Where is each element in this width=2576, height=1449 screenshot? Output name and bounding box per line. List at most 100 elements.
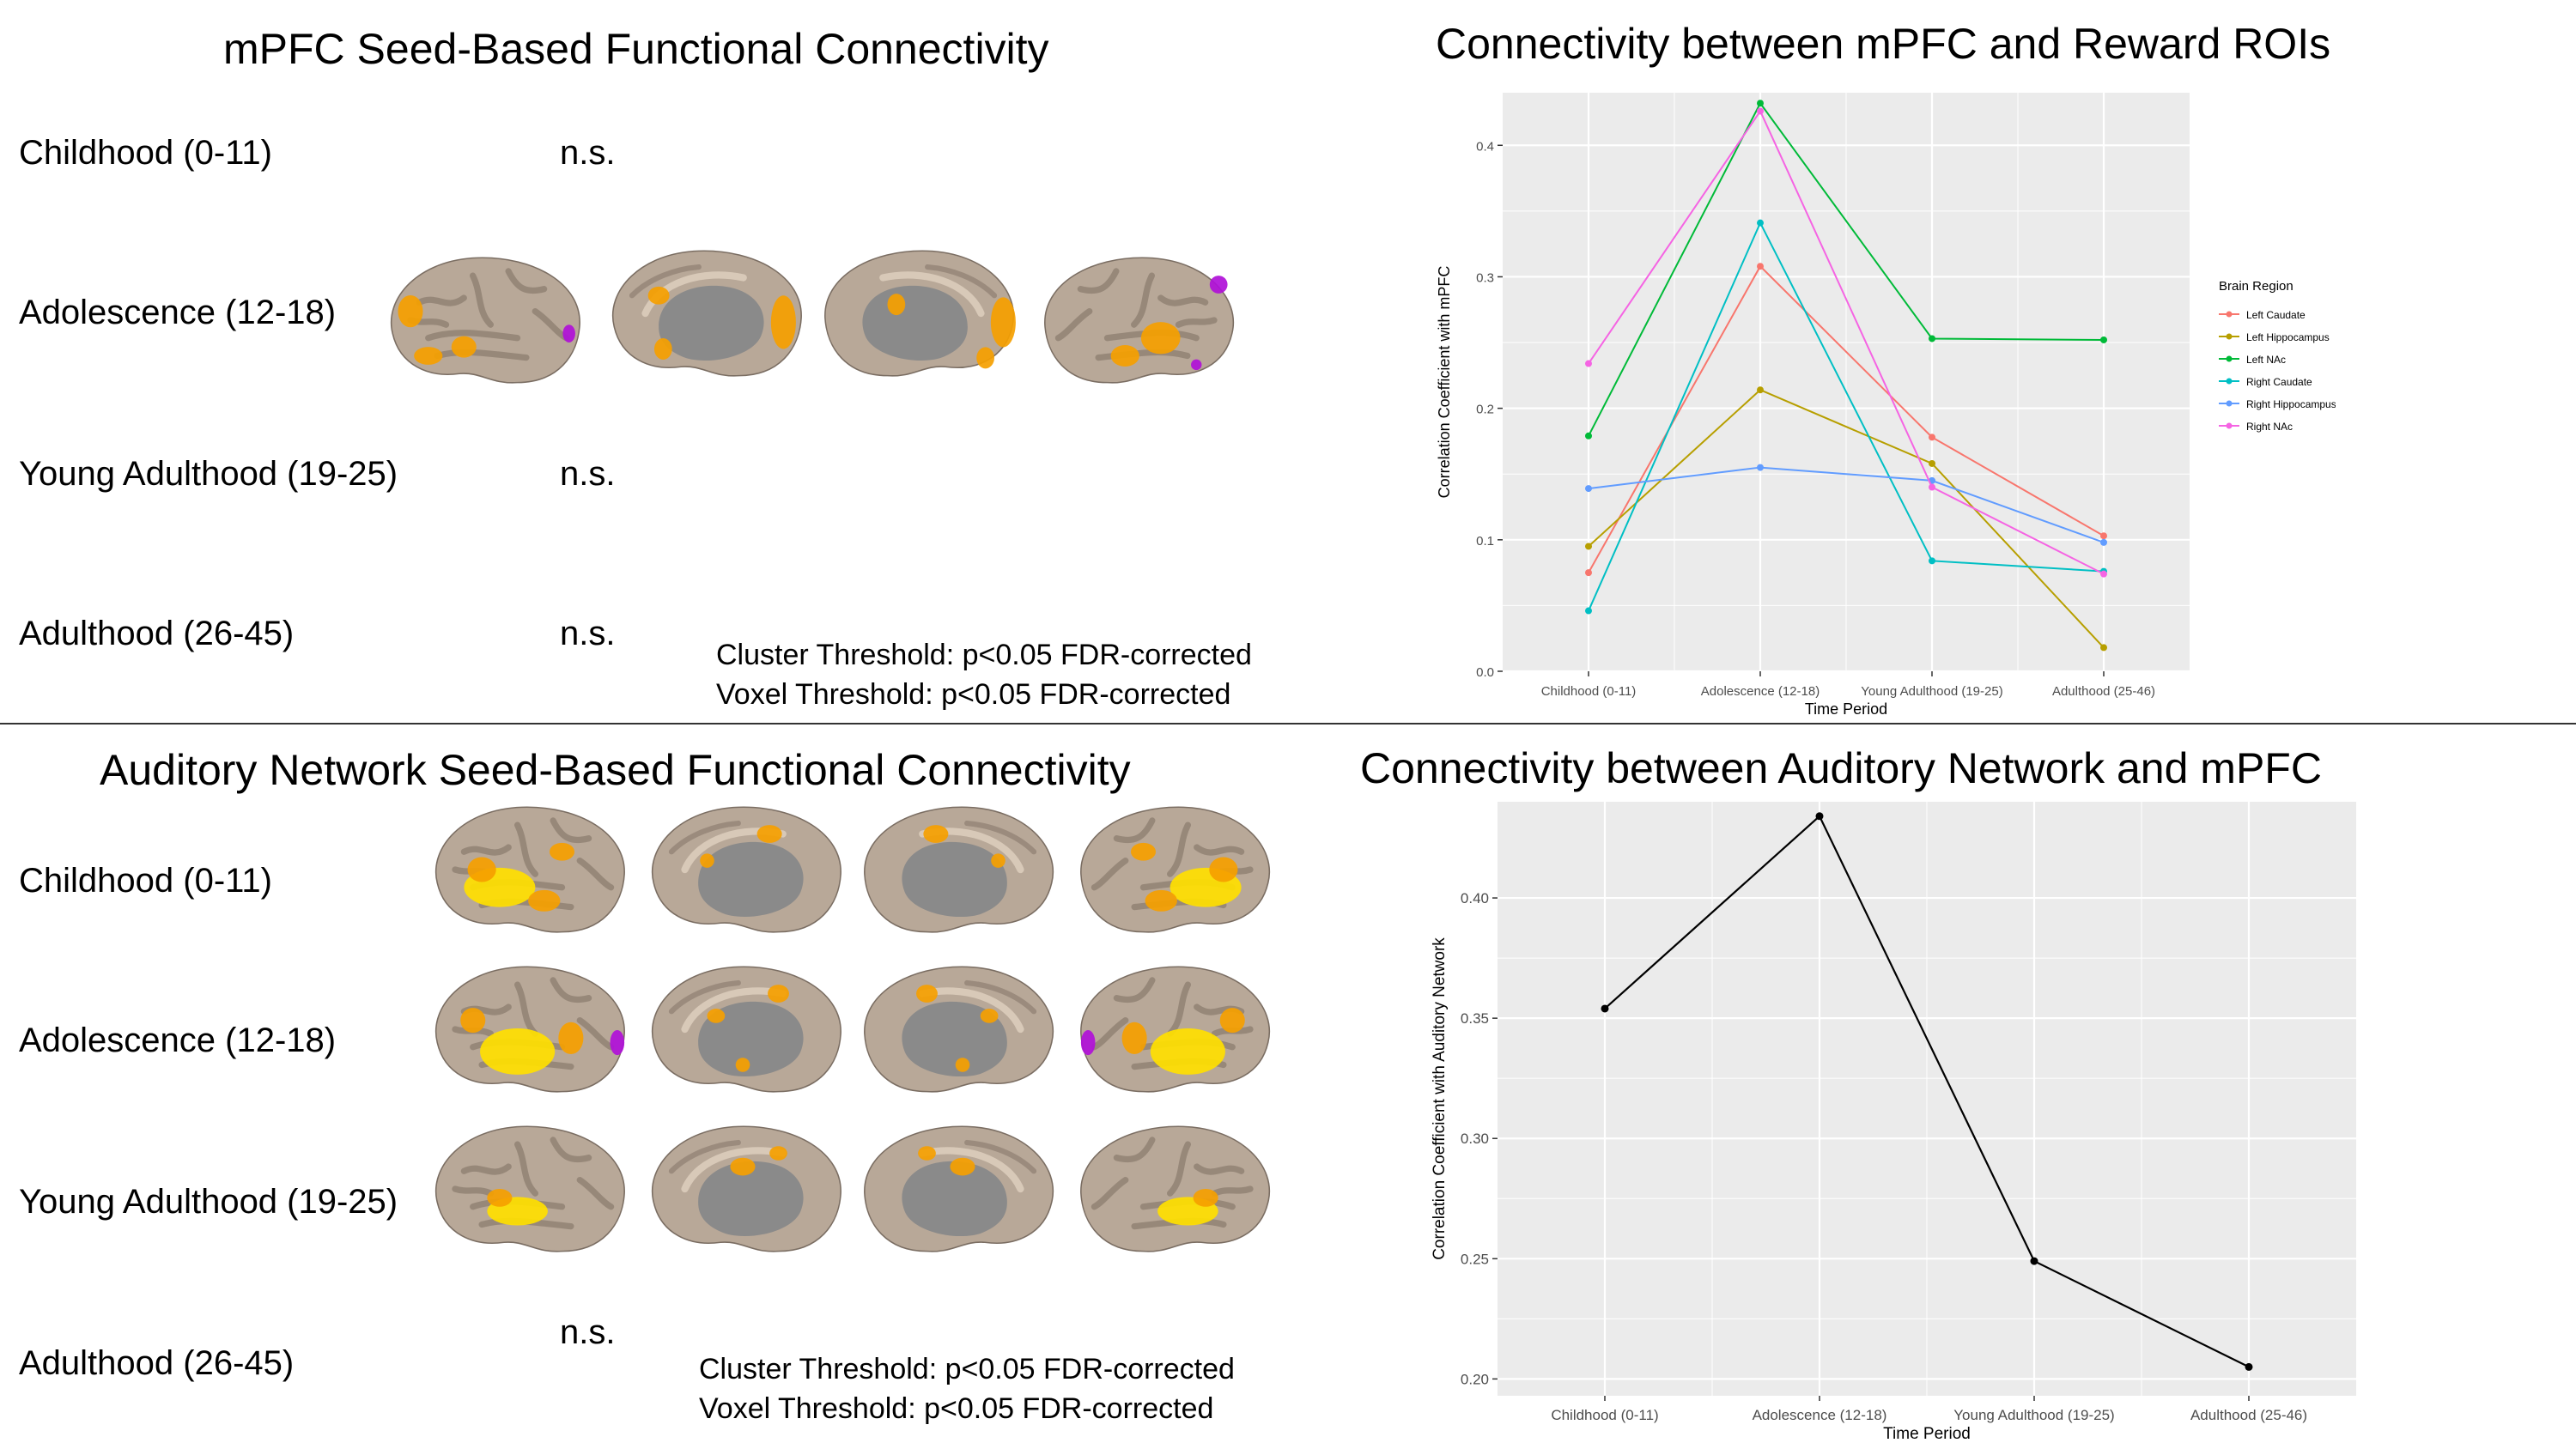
legend-key-point	[2226, 311, 2233, 318]
data-point	[2245, 1362, 2253, 1371]
auditory-brain-row2-medial-left	[652, 966, 841, 1093]
x-axis-title: Time Period	[1805, 700, 1887, 718]
auditory-brain-row2-medial-right	[864, 966, 1054, 1093]
mpfc-row-label-adolescence: Adolescence (12-18)	[19, 294, 337, 331]
series-line-left-hippocampus	[1588, 389, 2105, 649]
auditory-row-label-young-adulthood: Young Adulthood (19-25)	[19, 1183, 398, 1221]
data-point	[2100, 538, 2107, 546]
x-tick-label: Young Adulthood (19-25)	[1861, 684, 2002, 699]
y-tick-label: 0.0	[1476, 665, 1494, 680]
data-point	[2100, 532, 2107, 540]
y-tick-label: 0.1	[1476, 534, 1494, 549]
auditory-row-label-childhood: Childhood (0-11)	[19, 862, 272, 900]
x-tick-label: Adolescence (12-18)	[1701, 684, 1820, 699]
mpfc-row-result-young-adulthood: n.s.	[560, 455, 616, 493]
auditory-brain-row1-medial-left	[652, 806, 841, 933]
legend-entry: Left Caudate	[2246, 309, 2306, 321]
legend-entry: Right Hippocampus	[2246, 398, 2336, 410]
legend-key-point	[2226, 400, 2233, 407]
auditory-cluster-threshold: Cluster Threshold: p<0.05 FDR-corrected	[699, 1353, 1235, 1385]
y-tick-label: 0.25	[1461, 1251, 1489, 1267]
mpfc-row-result-childhood: n.s.	[560, 134, 616, 172]
series-line-right-caudate	[1588, 221, 2105, 611]
mpfc-adolescence-brain-2	[612, 250, 802, 377]
auditory-brain-row2-lateral-right	[1080, 966, 1270, 1093]
mpfc-row-result-adulthood: n.s.	[560, 615, 616, 652]
y-axis-title: Correlation Coefficient with Auditory Ne…	[1431, 937, 1449, 1260]
y-tick-label: 0.35	[1461, 1010, 1489, 1027]
data-point	[2100, 644, 2107, 652]
y-axis-title: Correlation Coefficient with mPFC	[1436, 266, 1453, 499]
x-tick-label: Adulthood (25-46)	[2190, 1407, 2307, 1423]
legend-entry: Right Caudate	[2246, 376, 2312, 388]
mpfc-threshold-note: Cluster Threshold: p<0.05 FDR-corrected …	[716, 635, 1252, 714]
series-line-left-nac	[1588, 101, 2105, 437]
data-point	[1929, 557, 1935, 565]
y-tick-label: 0.2	[1476, 403, 1494, 417]
x-tick-label: Adolescence (12-18)	[1753, 1407, 1887, 1423]
data-point	[1585, 360, 1592, 367]
mpfc-row-label-young-adulthood: Young Adulthood (19-25)	[19, 455, 398, 493]
mpfc-adolescence-brain-3	[824, 250, 1016, 377]
mpfc-adolescence-brain-1	[391, 257, 580, 384]
data-point	[1757, 386, 1764, 394]
legend-entry: Left Hippocampus	[2246, 331, 2330, 343]
data-point	[1601, 1004, 1609, 1013]
auditory-voxel-threshold: Voxel Threshold: p<0.05 FDR-corrected	[699, 1392, 1214, 1425]
auditory-brain-row3-lateral-left	[435, 1125, 625, 1252]
data-point	[1929, 433, 1935, 441]
mpfc-cluster-threshold: Cluster Threshold: p<0.05 FDR-corrected	[716, 639, 1252, 671]
x-tick-label: Childhood (0-11)	[1541, 684, 1637, 699]
data-point	[1757, 107, 1764, 115]
auditory-brain-row1-medial-right	[864, 806, 1054, 933]
auditory-brain-row1-lateral-right	[1080, 806, 1270, 933]
auditory-brain-panel-title: Auditory Network Seed-Based Functional C…	[100, 746, 1131, 794]
series-line-right-nac	[1588, 109, 2105, 575]
data-point	[2100, 336, 2107, 343]
y-tick-label: 0.30	[1461, 1131, 1489, 1147]
y-tick-label: 0.20	[1461, 1371, 1489, 1387]
y-tick-label: 0.40	[1461, 890, 1489, 906]
legend-key-point	[2226, 355, 2233, 362]
legend-title: Brain Region	[2219, 279, 2293, 294]
auditory-brain-row1-lateral-left	[435, 806, 625, 933]
legend-entry: Right NAc	[2246, 421, 2293, 433]
data-point	[1585, 607, 1592, 615]
auditory-brain-row3-lateral-right	[1080, 1125, 1270, 1252]
auditory-brain-row2-lateral-left	[435, 966, 625, 1093]
data-point	[1757, 464, 1764, 471]
series-line-left-caudate	[1588, 264, 2105, 573]
x-axis-title: Time Period	[1883, 1425, 1971, 1443]
data-point	[1585, 569, 1592, 577]
series-line-0	[1604, 815, 2250, 1368]
mpfc-reward-line-chart: 0.0 0.1 0.2 0.3 0.4 Childhood (0-11) Adolescen…	[1436, 93, 2336, 718]
chart1-title: Connectivity between mPFC and Reward ROI…	[1436, 20, 2331, 68]
data-point	[1815, 812, 1824, 821]
panel-divider	[0, 723, 2576, 724]
auditory-row-label-adolescence: Adolescence (12-18)	[19, 1022, 337, 1059]
data-point	[2030, 1257, 2038, 1265]
legend-key-point	[2226, 422, 2233, 429]
auditory-row-result-adulthood: n.s.	[560, 1313, 616, 1351]
mpfc-row-label-adulthood: Adulthood (26-45)	[19, 615, 295, 652]
mpfc-brain-panel-title: mPFC Seed-Based Functional Connectivity	[223, 25, 1049, 73]
data-point	[1757, 219, 1764, 227]
data-point	[1757, 100, 1764, 107]
legend-entry: Left NAc	[2246, 354, 2286, 366]
x-tick-label: Adulthood (25-46)	[2052, 684, 2155, 699]
data-point	[1929, 483, 1935, 491]
auditory-threshold-note: Cluster Threshold: p<0.05 FDR-corrected …	[699, 1349, 1235, 1428]
legend-key-point	[2226, 378, 2233, 385]
x-tick-label: Childhood (0-11)	[1551, 1407, 1658, 1423]
y-tick-label: 0.3	[1476, 270, 1494, 285]
mpfc-adolescence-brain-4	[1044, 257, 1234, 384]
legend-key-point	[2226, 333, 2233, 340]
data-point	[1757, 263, 1764, 270]
mpfc-voxel-threshold: Voxel Threshold: p<0.05 FDR-corrected	[716, 678, 1231, 711]
chart2-title: Connectivity between Auditory Network an…	[1360, 744, 2322, 792]
y-tick-label: 0.4	[1476, 139, 1494, 154]
data-point	[2100, 570, 2107, 578]
data-point	[1929, 335, 1935, 343]
auditory-row-label-adulthood: Adulthood (26-45)	[19, 1344, 295, 1382]
data-point	[1585, 432, 1592, 440]
